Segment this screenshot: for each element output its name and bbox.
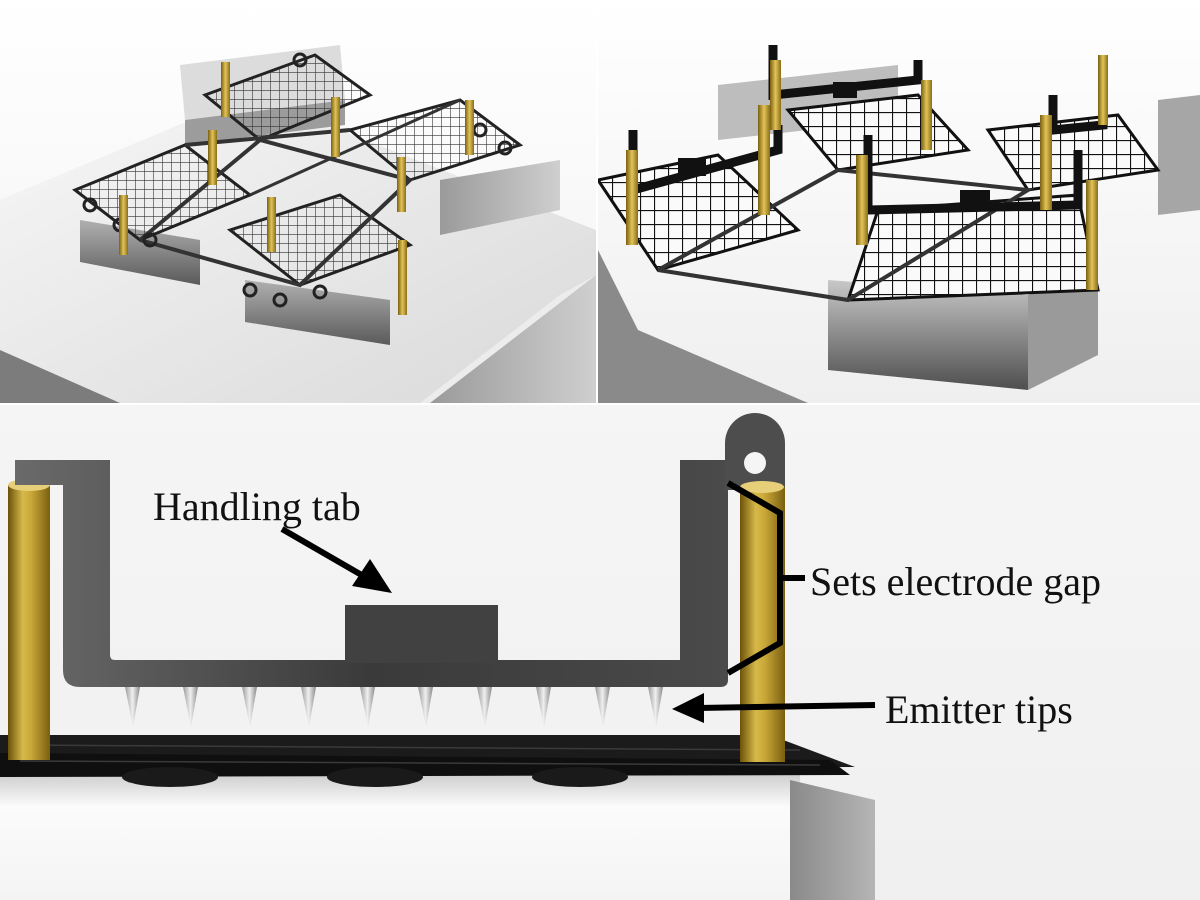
emitter-tips-arrow bbox=[672, 693, 876, 723]
emitter-assembly-render bbox=[598, 0, 1200, 403]
handling-tab-label: Handling tab bbox=[153, 484, 361, 529]
handling-tab-arrow bbox=[280, 526, 392, 593]
render-panel-extractor-grids bbox=[0, 0, 596, 403]
handling-tab bbox=[345, 605, 498, 663]
grid-base-plate bbox=[0, 735, 855, 787]
electrode-side-view bbox=[0, 405, 1200, 900]
emitter-tips bbox=[125, 687, 663, 727]
render-panel-emitter-assembly bbox=[598, 0, 1200, 403]
extractor-grid-render bbox=[0, 0, 596, 403]
electrode-gap-label: Sets electrode gap bbox=[810, 559, 1101, 604]
steel-block bbox=[0, 775, 800, 900]
emitter-tips-label: Emitter tips bbox=[885, 687, 1073, 732]
side-view-panel bbox=[0, 405, 1200, 900]
alignment-pin-left bbox=[8, 479, 50, 760]
